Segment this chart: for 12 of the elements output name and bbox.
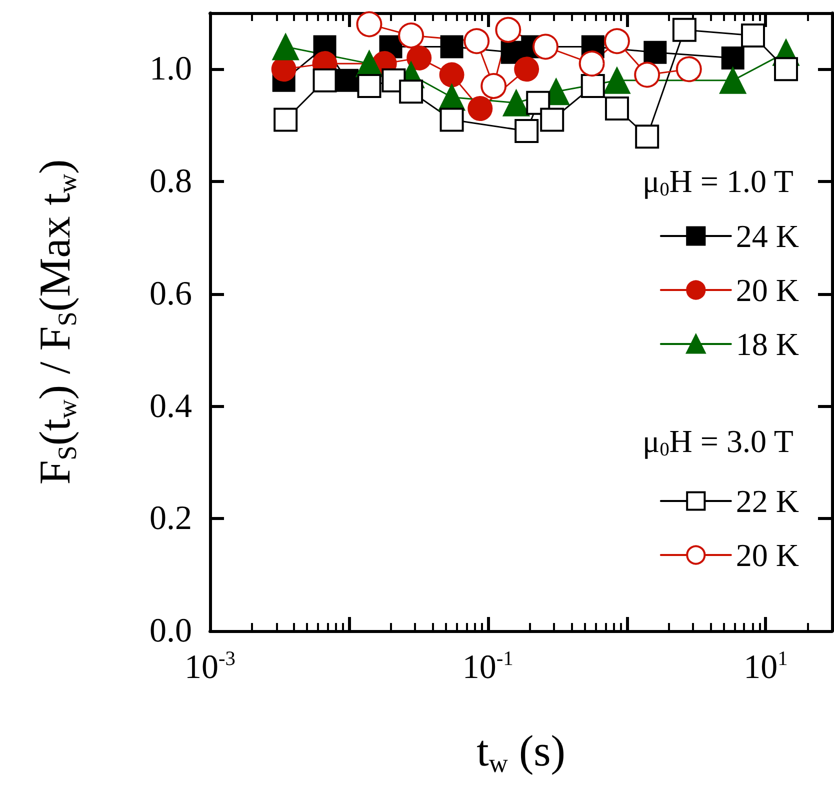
legend-label: 20 K [736, 272, 799, 308]
legend-label: 18 K [736, 326, 799, 362]
legend-label: 20 K [736, 537, 799, 573]
y-tick-label: 0.8 [150, 163, 192, 200]
y-tick-label: 0.0 [150, 612, 192, 650]
legend-label: 24 K [736, 218, 799, 254]
y-tick-label: 0.2 [150, 500, 192, 538]
y-tick-label: 0.4 [150, 388, 192, 425]
y-tick-label: 0.6 [150, 275, 192, 312]
text: FS(tw) / FS(Max tw) [30, 159, 82, 485]
legend-label: 22 K [736, 483, 799, 519]
y-tick-label: 1.0 [150, 50, 192, 88]
